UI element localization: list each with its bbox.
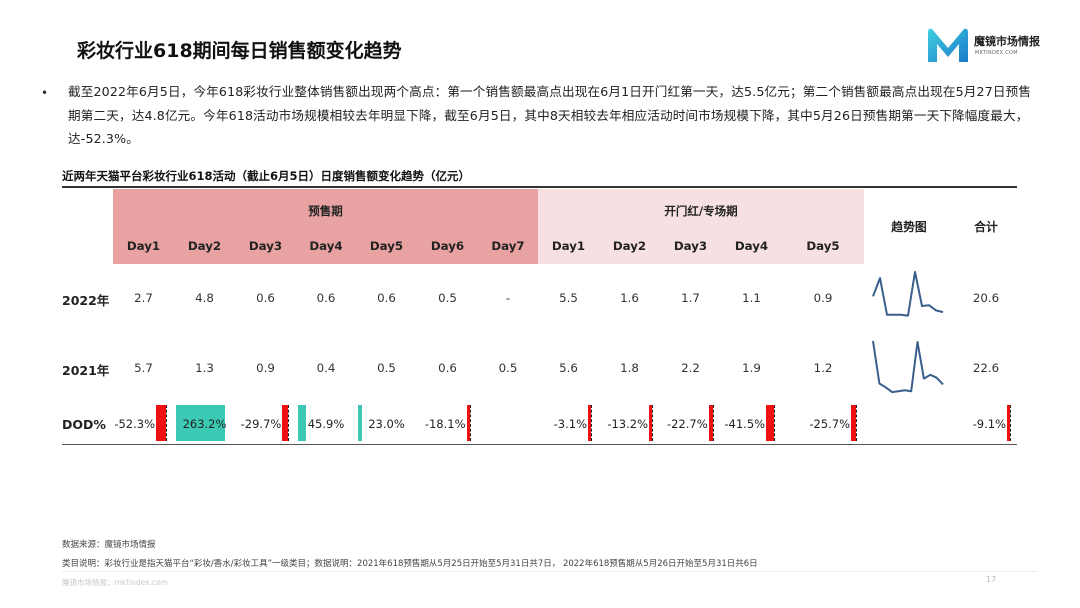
group-label-opening: 开门红/专场期 xyxy=(664,204,738,218)
total-2021: 22.6 xyxy=(972,361,1000,375)
day-header-8: Day1 xyxy=(551,239,586,253)
total-2022: 20.6 xyxy=(972,291,1000,305)
value-cell: 5.7 xyxy=(134,361,153,375)
dod-bar xyxy=(851,405,856,441)
dod-value: -9.1% xyxy=(972,417,1006,431)
page-number: 17 xyxy=(986,575,997,584)
dod-value: -52.3% xyxy=(114,417,155,431)
summary-text: 截至2022年6月5日，今年618彩妆行业整体销售额出现两个高点：第一个销售额最… xyxy=(68,84,1032,146)
dod-value: -3.1% xyxy=(553,417,587,431)
value-cell: 1.6 xyxy=(620,291,639,305)
value-cell: 1.2 xyxy=(813,361,833,375)
value-cell: 0.5 xyxy=(438,291,457,305)
dod-value: -18.1% xyxy=(424,417,466,431)
value-cell: 1.1 xyxy=(742,291,761,305)
value-cell: 1.8 xyxy=(620,361,639,375)
value-cell: 0.4 xyxy=(316,361,336,375)
dod-axis-line xyxy=(1010,405,1011,441)
total-header: 合计 xyxy=(974,220,998,234)
value-cell: 5.5 xyxy=(559,291,578,305)
dod-axis-line xyxy=(166,405,167,441)
value-cell: 0.9 xyxy=(813,291,833,305)
day-header-9: Day2 xyxy=(612,239,647,253)
dod-axis-line xyxy=(470,405,471,441)
day-header-10: Day3 xyxy=(673,239,708,253)
dod-axis-line xyxy=(774,405,775,441)
value-cell: 2.7 xyxy=(134,291,153,305)
dod-bar xyxy=(1007,405,1010,441)
value-cell: 5.6 xyxy=(559,361,578,375)
dod-bar xyxy=(708,405,713,441)
value-cell: 1.7 xyxy=(681,291,700,305)
watermark: 魔镜市场情报：mktindex.com xyxy=(62,578,169,587)
source-note: 数据来源：魔镜市场情报 xyxy=(62,540,156,550)
dod-axis-line xyxy=(288,405,289,441)
table-bottom-rule xyxy=(62,444,1017,445)
value-cell: 1.9 xyxy=(742,361,761,375)
value-cell: 2.2 xyxy=(681,361,700,375)
value-cell: 0.6 xyxy=(377,291,396,305)
value-cell: 1.3 xyxy=(195,361,214,375)
day-header-5: Day5 xyxy=(369,239,404,253)
sparkline-2021年 xyxy=(872,340,944,394)
table-top-rule xyxy=(62,186,1017,188)
value-cell: 4.8 xyxy=(195,291,214,305)
category-note: 类目说明：彩妆行业是指天猫平台“彩妆/香水/彩妆工具”一级类目；数据说明：202… xyxy=(62,559,758,569)
day-header-2: Day2 xyxy=(187,239,222,253)
presale-band xyxy=(113,189,538,264)
dod-value: -13.2% xyxy=(607,417,648,431)
trend-header: 趋势图 xyxy=(891,220,927,234)
value-cell: 0.6 xyxy=(438,361,457,375)
page-title: 彩妆行业618期间每日销售额变化趋势 xyxy=(77,40,402,62)
logo: 魔镜市场情报 MKTINDEX.COM xyxy=(926,26,1056,66)
sparkline-2022年 xyxy=(872,271,944,317)
dod-bar xyxy=(176,405,225,441)
value-cell: 0.5 xyxy=(498,361,518,375)
dod-value: -29.7% xyxy=(240,417,282,431)
value-cell: 0.5 xyxy=(377,361,396,375)
row-label-2021: 2021年 xyxy=(62,363,110,378)
value-cell: 0.6 xyxy=(256,291,275,305)
dod-axis-line xyxy=(856,405,857,441)
dod-axis-line xyxy=(652,405,653,441)
dod-bar xyxy=(466,405,470,441)
dod-value: 45.9% xyxy=(307,417,345,431)
day-header-1: Day1 xyxy=(126,239,161,253)
day-header-11: Day4 xyxy=(734,239,769,253)
day-header-6: Day6 xyxy=(430,239,465,253)
dod-value: -22.7% xyxy=(666,417,708,431)
logo-name: 魔镜市场情报 xyxy=(974,35,1040,48)
logo-url: MKTINDEX.COM xyxy=(975,50,1018,56)
dod-bar xyxy=(649,405,652,441)
opening-band xyxy=(538,189,864,264)
dod-bar xyxy=(766,405,774,441)
value-cell: - xyxy=(505,291,511,305)
row-label-2022: 2022年 xyxy=(62,293,110,308)
dod-axis-line xyxy=(591,405,592,441)
dod-value: -25.7% xyxy=(809,417,851,431)
day-header-3: Day3 xyxy=(248,239,283,253)
dod-bar xyxy=(298,405,307,441)
dod-bar xyxy=(358,405,363,441)
dod-bar xyxy=(156,405,166,441)
footer-rule xyxy=(62,571,1037,572)
dod-bar xyxy=(588,405,591,441)
value-cell: 0.6 xyxy=(316,291,336,305)
day-header-12: Day5 xyxy=(806,239,840,253)
value-cell: 0.9 xyxy=(256,361,275,375)
row-label-dod: DOD% xyxy=(62,417,106,432)
group-label-presale: 预售期 xyxy=(308,204,343,218)
day-header-7: Day7 xyxy=(491,239,525,253)
bullet-dot: • xyxy=(41,86,49,100)
day-header-4: Day4 xyxy=(309,239,343,253)
dod-bar xyxy=(282,405,288,441)
dod-value: -41.5% xyxy=(724,417,766,431)
logo-m-icon xyxy=(928,28,968,62)
dod-value: 23.0% xyxy=(368,417,405,431)
dod-value: 263.2% xyxy=(182,417,227,431)
table-title: 近两年天猫平台彩妆行业618活动（截止6月5日）日度销售额变化趋势（亿元） xyxy=(62,169,471,183)
dod-axis-line xyxy=(713,405,714,441)
